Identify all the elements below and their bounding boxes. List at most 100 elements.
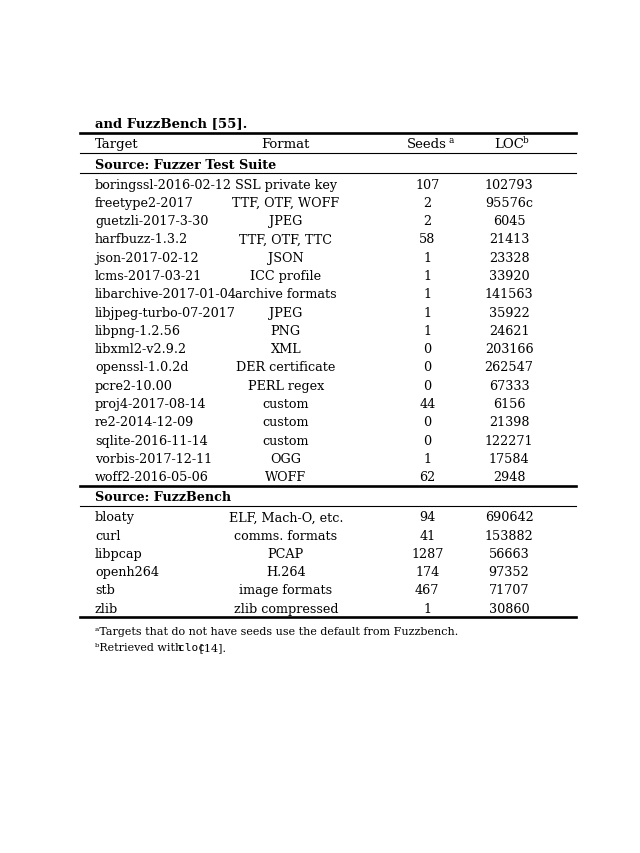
Text: archive formats: archive formats <box>235 288 337 301</box>
Text: 1: 1 <box>423 452 431 465</box>
Text: vorbis-2017-12-11: vorbis-2017-12-11 <box>95 452 212 465</box>
Text: 94: 94 <box>419 511 435 524</box>
Text: ICC profile: ICC profile <box>250 270 321 282</box>
Text: 1: 1 <box>423 288 431 301</box>
Text: custom: custom <box>262 397 309 410</box>
Text: 0: 0 <box>423 434 431 447</box>
Text: re2-2014-12-09: re2-2014-12-09 <box>95 415 194 429</box>
Text: 33920: 33920 <box>489 270 529 282</box>
Text: guetzli-2017-3-30: guetzli-2017-3-30 <box>95 215 208 228</box>
Text: 141563: 141563 <box>484 288 533 301</box>
Text: TTF, OTF, WOFF: TTF, OTF, WOFF <box>232 197 339 210</box>
Text: 62: 62 <box>419 471 435 484</box>
Text: comms. formats: comms. formats <box>234 529 337 542</box>
Text: and FuzzBench [55].: and FuzzBench [55]. <box>95 117 247 130</box>
Text: proj4-2017-08-14: proj4-2017-08-14 <box>95 397 206 410</box>
Text: stb: stb <box>95 583 115 597</box>
Text: json-2017-02-12: json-2017-02-12 <box>95 252 198 264</box>
Text: Source: FuzzBench: Source: FuzzBench <box>95 490 231 503</box>
Text: 56663: 56663 <box>489 548 529 560</box>
Text: PCAP: PCAP <box>268 548 304 560</box>
Text: 41: 41 <box>419 529 435 542</box>
Text: ᵇRetrieved with: ᵇRetrieved with <box>95 642 186 653</box>
Text: 122271: 122271 <box>484 434 533 447</box>
Text: OGG: OGG <box>270 452 301 465</box>
Text: 0: 0 <box>423 415 431 429</box>
Text: PERL regex: PERL regex <box>248 380 324 392</box>
Text: sqlite-2016-11-14: sqlite-2016-11-14 <box>95 434 207 447</box>
Text: WOFF: WOFF <box>265 471 307 484</box>
Text: openssl-1.0.2d: openssl-1.0.2d <box>95 361 188 374</box>
Text: 262547: 262547 <box>484 361 534 374</box>
Text: 6156: 6156 <box>493 397 525 410</box>
Text: XML: XML <box>271 343 301 356</box>
Text: 2: 2 <box>423 215 431 228</box>
Text: 71707: 71707 <box>489 583 529 597</box>
Text: [14].: [14]. <box>196 642 225 653</box>
Text: boringssl-2016-02-12: boringssl-2016-02-12 <box>95 178 232 191</box>
Text: custom: custom <box>262 415 309 429</box>
Text: woff2-2016-05-06: woff2-2016-05-06 <box>95 471 209 484</box>
Text: Target: Target <box>95 138 138 151</box>
Text: ELF, Mach-O, etc.: ELF, Mach-O, etc. <box>228 511 343 524</box>
Text: JPEG: JPEG <box>269 306 303 319</box>
Text: DER certificate: DER certificate <box>236 361 335 374</box>
Text: TTF, OTF, TTC: TTF, OTF, TTC <box>239 233 332 247</box>
Text: ᵃTargets that do not have seeds use the default from Fuzzbench.: ᵃTargets that do not have seeds use the … <box>95 626 458 635</box>
Text: curl: curl <box>95 529 120 542</box>
Text: image formats: image formats <box>239 583 332 597</box>
Text: SSL private key: SSL private key <box>235 178 337 191</box>
Text: 2948: 2948 <box>493 471 525 484</box>
Text: 67333: 67333 <box>489 380 529 392</box>
Text: 30860: 30860 <box>489 602 529 615</box>
Text: 17584: 17584 <box>489 452 529 465</box>
Text: b: b <box>523 136 529 145</box>
Text: 107: 107 <box>415 178 439 191</box>
Text: harfbuzz-1.3.2: harfbuzz-1.3.2 <box>95 233 188 247</box>
Text: 1: 1 <box>423 306 431 319</box>
Text: 174: 174 <box>415 566 439 578</box>
Text: 1287: 1287 <box>411 548 444 560</box>
Text: libarchive-2017-01-04: libarchive-2017-01-04 <box>95 288 237 301</box>
Text: 1: 1 <box>423 252 431 264</box>
Text: custom: custom <box>262 434 309 447</box>
Text: 23328: 23328 <box>489 252 529 264</box>
Text: 1: 1 <box>423 270 431 282</box>
Text: 6045: 6045 <box>493 215 525 228</box>
Text: 690642: 690642 <box>484 511 533 524</box>
Text: 467: 467 <box>415 583 440 597</box>
Text: Source: Fuzzer Test Suite: Source: Fuzzer Test Suite <box>95 159 276 171</box>
Text: cloc: cloc <box>178 642 205 653</box>
Text: zlib compressed: zlib compressed <box>234 602 338 615</box>
Text: 0: 0 <box>423 380 431 392</box>
Text: libxml2-v2.9.2: libxml2-v2.9.2 <box>95 343 187 356</box>
Text: 35922: 35922 <box>489 306 529 319</box>
Text: openh264: openh264 <box>95 566 159 578</box>
Text: libpcap: libpcap <box>95 548 143 560</box>
Text: JPEG: JPEG <box>269 215 303 228</box>
Text: bloaty: bloaty <box>95 511 135 524</box>
Text: H.264: H.264 <box>266 566 306 578</box>
Text: 97352: 97352 <box>489 566 529 578</box>
Text: 153882: 153882 <box>484 529 533 542</box>
Text: lcms-2017-03-21: lcms-2017-03-21 <box>95 270 202 282</box>
Text: 21413: 21413 <box>489 233 529 247</box>
Text: Format: Format <box>262 138 310 151</box>
Text: 2: 2 <box>423 197 431 210</box>
Text: 21398: 21398 <box>489 415 529 429</box>
Text: LOC: LOC <box>494 138 524 151</box>
Text: 95576c: 95576c <box>485 197 533 210</box>
Text: freetype2-2017: freetype2-2017 <box>95 197 194 210</box>
Text: 0: 0 <box>423 343 431 356</box>
Text: PNG: PNG <box>271 324 301 338</box>
Text: 1: 1 <box>423 324 431 338</box>
Text: 102793: 102793 <box>484 178 533 191</box>
Text: libjpeg-turbo-07-2017: libjpeg-turbo-07-2017 <box>95 306 236 319</box>
Text: 24621: 24621 <box>489 324 529 338</box>
Text: JSON: JSON <box>268 252 304 264</box>
Text: libpng-1.2.56: libpng-1.2.56 <box>95 324 181 338</box>
Text: 1: 1 <box>423 602 431 615</box>
Text: a: a <box>448 136 453 145</box>
Text: zlib: zlib <box>95 602 118 615</box>
Text: 58: 58 <box>419 233 435 247</box>
